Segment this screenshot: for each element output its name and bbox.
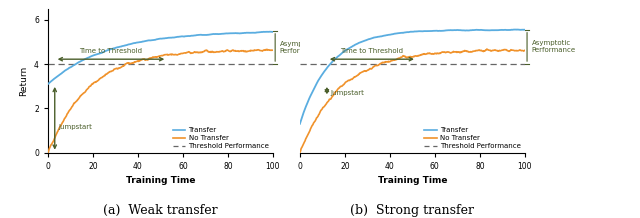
Legend: Transfer, No Transfer, Threshold Performance: Transfer, No Transfer, Threshold Perform… [424,127,522,149]
Text: Time to Threshold: Time to Threshold [79,48,143,54]
X-axis label: Training Time: Training Time [125,176,195,185]
Text: (b)  Strong transfer: (b) Strong transfer [350,204,474,217]
Text: Asymptotic
Performance: Asymptotic Performance [532,40,575,53]
Y-axis label: Return: Return [20,66,29,96]
Text: Asymptotic
Performance: Asymptotic Performance [280,41,324,54]
Text: Jumpstart: Jumpstart [58,124,92,130]
Text: Jumpstart: Jumpstart [330,90,364,96]
Text: Time to Threshold: Time to Threshold [340,48,403,54]
Text: (a)  Weak transfer: (a) Weak transfer [103,204,218,217]
X-axis label: Training Time: Training Time [378,176,447,185]
Legend: Transfer, No Transfer, Threshold Performance: Transfer, No Transfer, Threshold Perform… [173,127,269,149]
